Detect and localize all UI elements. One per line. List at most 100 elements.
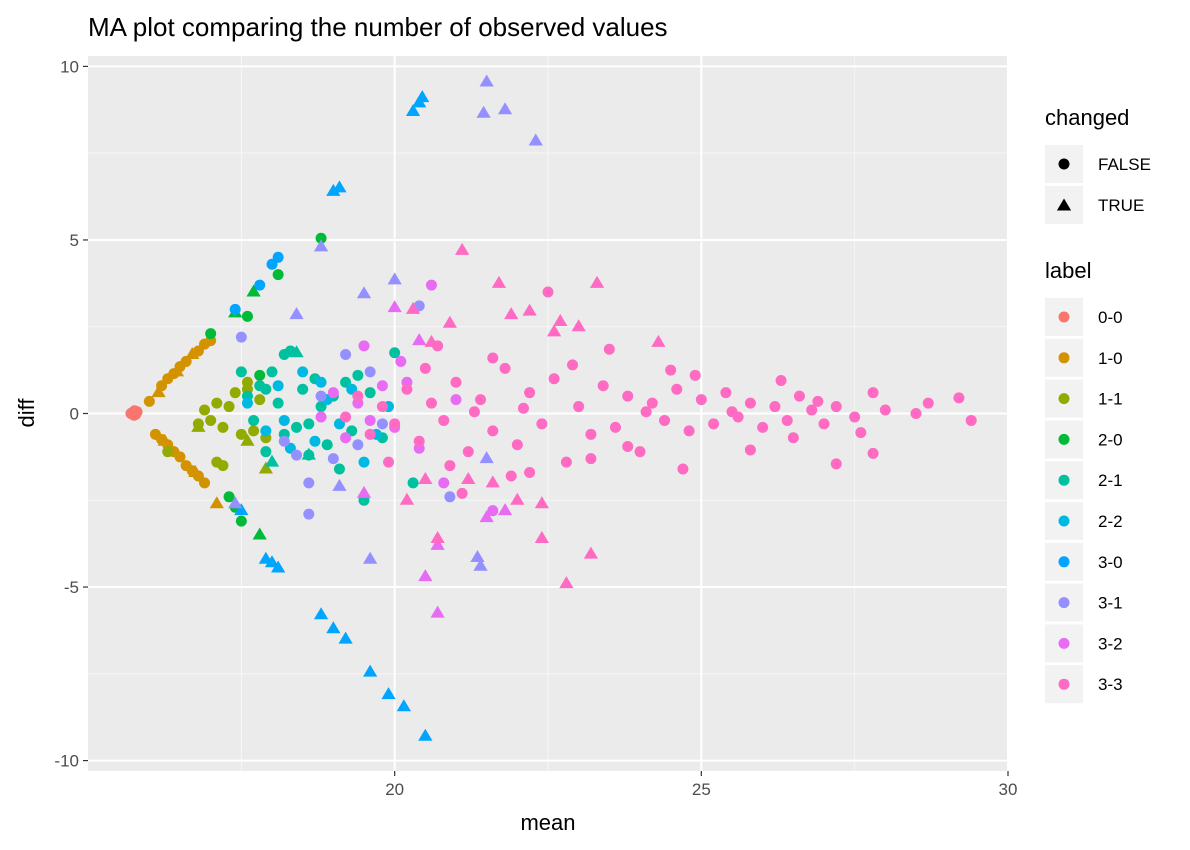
data-point-triangle [264,555,280,568]
data-point-circle [542,286,554,298]
data-point-circle [407,477,419,489]
legend-color-dot [1058,556,1070,568]
data-point-circle [726,406,738,418]
data-point-circle [248,414,260,426]
data-point-circle [327,453,339,465]
legend-label: 3-0 [1098,553,1123,572]
data-point-triangle [338,631,353,644]
data-point-circle [744,397,756,409]
data-point-triangle [332,180,347,193]
data-point-circle [677,463,689,475]
data-point-triangle [522,303,537,316]
data-point-triangle [479,510,494,523]
data-point-circle [830,401,842,413]
data-point-circle [922,397,934,409]
data-point-triangle [418,569,433,582]
data-point-circle [953,392,965,404]
data-point-circle [438,414,450,426]
data-point-circle [413,435,425,447]
data-point-circle [340,432,352,444]
legend-color-dot [1058,678,1070,690]
data-point-triangle [191,419,206,432]
y-tick-label: 5 [70,231,79,250]
data-point-triangle [418,728,433,741]
data-point-circle [818,418,830,430]
data-point-triangle [470,550,485,563]
legend-title-changed: changed [1045,105,1129,130]
data-point-circle [235,366,247,378]
data-point-circle [450,394,462,406]
data-point-circle [419,362,431,374]
data-point-circle [364,366,376,378]
data-point-circle [291,449,303,461]
data-point-circle [609,421,621,433]
data-point-circle [646,397,658,409]
data-point-circle [401,383,413,395]
data-point-circle [291,421,303,433]
data-point-triangle [363,551,378,564]
data-point-circle [272,397,284,409]
data-point-circle [260,383,272,395]
data-point-triangle [430,605,445,618]
data-point-circle [487,425,499,437]
data-point-circle [830,458,842,470]
data-point-circle [364,414,376,426]
legend-color-dot [1058,433,1070,445]
data-point-triangle [396,699,411,712]
data-point-triangle [589,275,605,288]
data-point-triangle [497,102,513,115]
data-point-circle [487,352,499,364]
data-point-triangle [559,576,574,589]
legend-label: 3-1 [1098,594,1123,613]
data-point-circle [327,387,339,399]
data-point-circle [389,347,401,359]
y-tick-label: 10 [60,57,79,76]
x-tick-label: 25 [692,780,711,799]
data-point-circle [536,418,548,430]
data-point-circle [573,401,585,413]
data-point-circle [358,456,370,468]
data-point-circle [603,343,615,355]
legend-label: 3-3 [1098,675,1123,694]
data-point-circle [511,439,523,451]
data-point-circle [524,467,536,479]
data-point-circle [425,397,437,409]
data-point-triangle [491,275,507,288]
data-point-circle [333,463,345,475]
data-point-circle [585,428,597,440]
legend-color-dot [1058,515,1070,527]
data-point-triangle [387,300,402,313]
data-point-circle [223,401,235,413]
data-point-circle [297,366,309,378]
chart-title: MA plot comparing the number of observed… [88,12,668,42]
data-point-triangle [455,242,470,255]
data-point-triangle [571,319,586,332]
data-point-triangle [510,492,525,505]
data-point-circle [241,310,253,322]
data-point-circle [622,390,634,402]
y-tick-label: -5 [64,578,79,597]
data-point-circle [468,406,480,418]
x-axis-title: mean [520,810,575,835]
data-point-triangle [234,503,249,516]
data-point-circle [683,425,695,437]
data-point-circle [315,411,327,423]
data-point-circle [376,418,388,430]
data-point-triangle [479,451,494,464]
data-point-circle [640,406,652,418]
data-point-circle [695,394,707,406]
data-point-triangle [332,478,347,491]
data-point-circle [241,397,253,409]
data-point-circle [129,405,141,417]
data-point-circle [229,387,241,399]
legend-label: 3-2 [1098,634,1123,653]
data-point-circle [505,470,517,482]
data-point-circle [567,359,579,371]
legend-triangle-icon [1056,198,1072,211]
data-point-circle [376,380,388,392]
data-point-triangle [399,492,415,505]
data-point-circle [560,456,572,468]
data-point-circle [297,383,309,395]
data-point-circle [260,446,272,458]
data-point-circle [475,394,487,406]
